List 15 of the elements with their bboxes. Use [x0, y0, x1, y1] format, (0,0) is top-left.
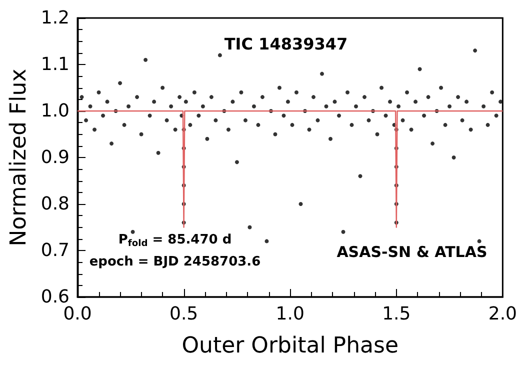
annotation: ASAS-SN & ATLAS [336, 243, 488, 261]
y-tick-label: 1.2 [40, 8, 70, 28]
y-tick-label: 1.1 [40, 54, 70, 75]
x-tick-label: 1.0 [276, 304, 304, 324]
y-tick-label: 0.8 [40, 194, 70, 214]
annotation: TIC 14839347 [224, 34, 348, 54]
x-axis-title: Outer Orbital Phase [182, 334, 399, 358]
y-tick-label: 1.0 [40, 100, 70, 122]
y-axis-title: Normalized Flux [6, 68, 32, 246]
x-tick-label: 1.5 [382, 304, 411, 324]
y-tick-label: 0.9 [40, 147, 70, 168]
y-tick-label: 0.7 [40, 240, 70, 261]
x-tick-label: 0.5 [169, 304, 198, 324]
x-tick-label: 2.0 [488, 304, 518, 324]
annotation: epoch = BJD 2458703.6 [89, 254, 261, 270]
